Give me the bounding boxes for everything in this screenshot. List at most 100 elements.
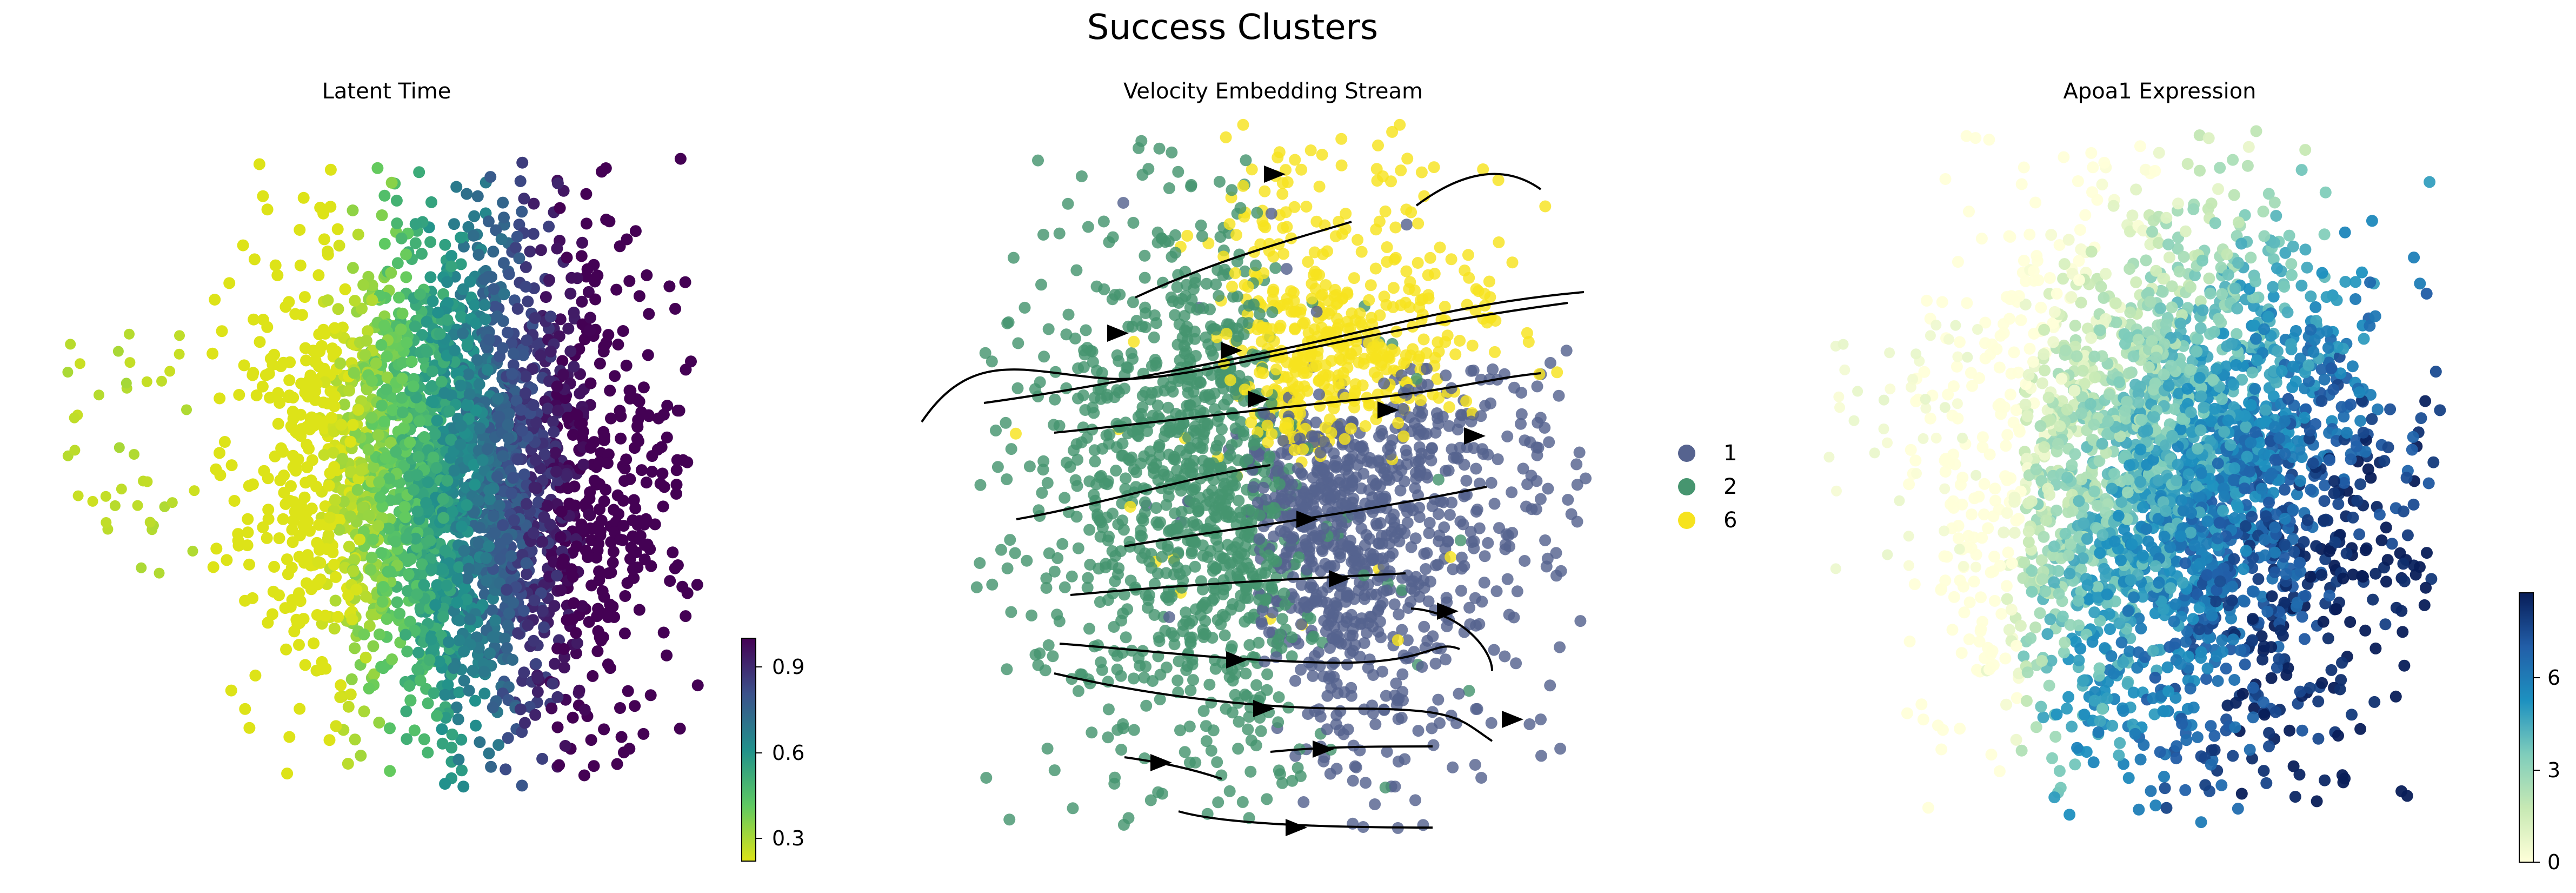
- cluster-point: [1220, 328, 1233, 340]
- latent-time-point: [633, 604, 645, 616]
- latent-time-point: [355, 464, 367, 477]
- latent-time-point: [661, 400, 674, 412]
- cluster-point: [1385, 513, 1397, 525]
- cluster-point: [1161, 540, 1174, 552]
- latent-time-point: [578, 704, 591, 716]
- latent-time-point: [449, 344, 461, 356]
- latent-time-point: [365, 412, 378, 424]
- cluster-point: [1261, 668, 1274, 680]
- latent-time-point: [427, 451, 440, 464]
- latent-time-point: [663, 280, 676, 293]
- latent-time-point: [488, 283, 500, 295]
- latent-time-point: [611, 758, 623, 770]
- cluster-point: [1190, 603, 1202, 616]
- latent-time-point: [355, 750, 367, 762]
- latent-time-point: [584, 312, 596, 324]
- cluster-point: [1525, 469, 1537, 482]
- cluster-point: [1086, 726, 1098, 739]
- latent-time-point: [552, 404, 564, 416]
- cluster-point: [1041, 743, 1054, 755]
- cluster-point: [1388, 598, 1401, 611]
- latent-time-point: [619, 590, 631, 602]
- latent-time-point: [528, 634, 540, 647]
- cluster-point: [1387, 301, 1399, 313]
- latent-time-point: [142, 476, 153, 487]
- latent-time-point: [298, 291, 311, 303]
- cluster-point: [1377, 560, 1390, 572]
- latent-time-point: [480, 552, 492, 564]
- cluster-point: [1182, 387, 1194, 399]
- latent-time-point: [274, 396, 286, 409]
- latent-time-point: [323, 479, 335, 492]
- latent-time-point: [249, 669, 262, 682]
- cluster-point: [1246, 464, 1259, 476]
- cluster-point: [1141, 425, 1153, 438]
- latent-time-point: [598, 723, 610, 736]
- cluster-point: [1455, 408, 1467, 421]
- latent-time-point: [521, 334, 533, 347]
- latent-time-point: [365, 375, 378, 387]
- latent-time-point: [627, 563, 639, 576]
- latent-time-point: [503, 607, 515, 619]
- latent-time-point: [445, 250, 458, 262]
- cluster-point: [1196, 230, 1208, 242]
- cluster-point: [1042, 639, 1055, 651]
- cluster-point: [1250, 679, 1263, 691]
- cluster-point: [1259, 594, 1272, 606]
- cluster-point: [1341, 286, 1353, 299]
- latent-time-point: [567, 613, 579, 625]
- latent-time-point: [624, 473, 636, 485]
- latent-time-point: [562, 482, 574, 494]
- latent-time-point: [497, 257, 510, 269]
- latent-time-point: [518, 666, 530, 679]
- latent-time-point: [505, 487, 518, 500]
- cluster-point: [1288, 398, 1300, 410]
- latent-time-point: [528, 197, 540, 210]
- latent-time-point: [331, 223, 344, 235]
- cluster-point: [1239, 689, 1251, 701]
- latent-time-point: [132, 500, 143, 511]
- latent-time-point: [507, 597, 520, 609]
- cluster-point: [1543, 436, 1555, 448]
- latent-time-point: [489, 614, 502, 627]
- latent-time-point: [189, 485, 200, 497]
- cluster-point: [1359, 420, 1372, 432]
- latent-time-point: [484, 647, 496, 659]
- latent-time-point: [354, 533, 366, 546]
- cluster-point: [1297, 443, 1309, 455]
- latent-time-point: [474, 422, 486, 434]
- latent-time-point: [435, 375, 448, 388]
- cluster-point: [1389, 780, 1401, 793]
- latent-time-point: [452, 753, 465, 766]
- latent-time-point: [628, 494, 640, 506]
- cluster-point: [1233, 494, 1245, 507]
- cluster-point: [1453, 687, 1465, 700]
- latent-time-point: [312, 556, 324, 568]
- latent-time-point: [225, 459, 238, 472]
- cluster-point: [1344, 422, 1357, 435]
- cluster-point: [1425, 454, 1437, 467]
- latent-time-point: [463, 684, 475, 697]
- cluster-point: [1122, 362, 1134, 374]
- latent-time-point: [511, 302, 524, 315]
- cluster-point: [1005, 443, 1017, 455]
- latent-time-point: [554, 531, 567, 543]
- latent-time-point: [644, 689, 657, 702]
- latent-time-point: [318, 233, 330, 246]
- cluster-point: [1128, 335, 1140, 348]
- latent-time-point: [441, 314, 454, 326]
- latent-time-point: [429, 428, 441, 440]
- latent-time-point: [121, 378, 132, 389]
- cluster-point: [1310, 215, 1323, 228]
- latent-time-point: [691, 579, 703, 591]
- latent-time-point: [649, 518, 661, 531]
- cluster-point: [1214, 368, 1227, 380]
- cluster-point: [1124, 501, 1136, 513]
- cluster-point: [1330, 709, 1343, 722]
- latent-time-point: [507, 653, 518, 666]
- latent-time-point: [373, 716, 385, 729]
- latent-time-point: [283, 374, 296, 386]
- latent-time-point: [322, 294, 334, 307]
- cluster-point: [1206, 632, 1219, 644]
- latent-time-point: [621, 233, 633, 246]
